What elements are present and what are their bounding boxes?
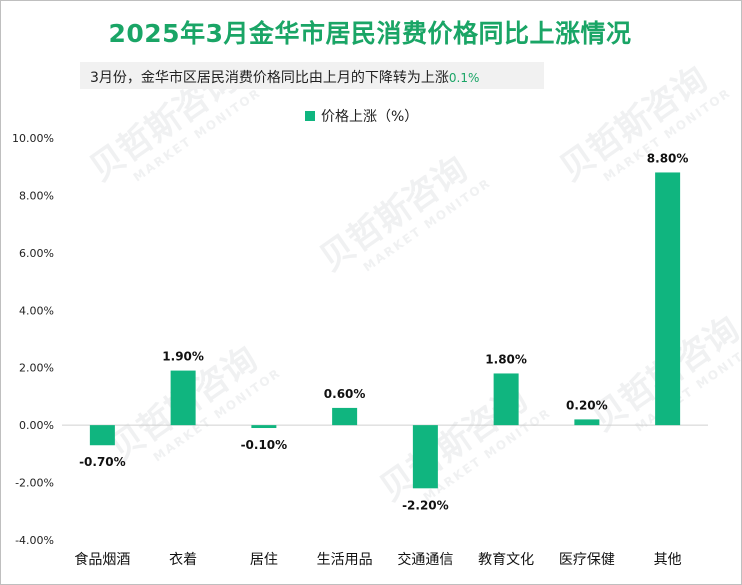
y-tick-label: 10.00% (12, 132, 54, 145)
bar (412, 425, 438, 489)
legend-swatch (305, 111, 315, 121)
legend: 价格上涨（%） (305, 106, 418, 126)
y-tick-label: 0.00% (19, 419, 54, 432)
data-label: -2.20% (402, 498, 449, 512)
y-tick-label: -2.00% (15, 477, 54, 490)
x-category-label: 衣着 (169, 552, 197, 568)
x-category-label: 教育文化 (478, 552, 534, 568)
chart-title: 2025年3月金华市居民消费价格同比上涨情况 (108, 19, 632, 48)
subtitle-box: 3月份，金华市区居民消费价格同比由上月的下降转为上涨0.1% (80, 62, 544, 89)
data-label: 0.20% (566, 398, 608, 412)
x-category-label: 居住 (250, 552, 278, 568)
data-label: -0.70% (79, 455, 126, 469)
data-label: -0.10% (241, 438, 288, 452)
bar (493, 373, 519, 426)
x-category-label: 食品烟酒 (74, 551, 130, 568)
x-category-label: 交通通信 (397, 551, 453, 568)
y-tick-label: 2.00% (19, 362, 54, 375)
subtitle: 3月份，金华市区居民消费价格同比由上月的下降转为上涨0.1% (90, 67, 479, 87)
bar (574, 419, 600, 426)
subtitle-highlight: 0.1% (448, 71, 480, 85)
y-tick-label: 8.00% (19, 189, 54, 202)
bar (332, 407, 358, 426)
y-tick-label: -4.00% (15, 534, 54, 547)
data-label: 0.60% (324, 387, 366, 401)
legend-label: 价格上涨（%） (321, 109, 419, 125)
y-tick-label: 4.00% (19, 304, 54, 317)
data-label: 1.80% (485, 352, 527, 366)
bar (251, 425, 277, 429)
x-category-label: 生活用品 (317, 552, 373, 568)
data-label: 8.80% (647, 151, 689, 165)
bar (89, 425, 115, 446)
bar (170, 370, 196, 426)
x-category-label: 医疗保健 (559, 552, 615, 568)
data-label: 1.90% (162, 350, 204, 364)
x-category-label: 其他 (654, 552, 682, 568)
subtitle-text: 3月份，金华市区居民消费价格同比由上月的下降转为上涨 (90, 70, 449, 86)
bar (655, 172, 681, 426)
y-tick-label: 6.00% (19, 247, 54, 260)
